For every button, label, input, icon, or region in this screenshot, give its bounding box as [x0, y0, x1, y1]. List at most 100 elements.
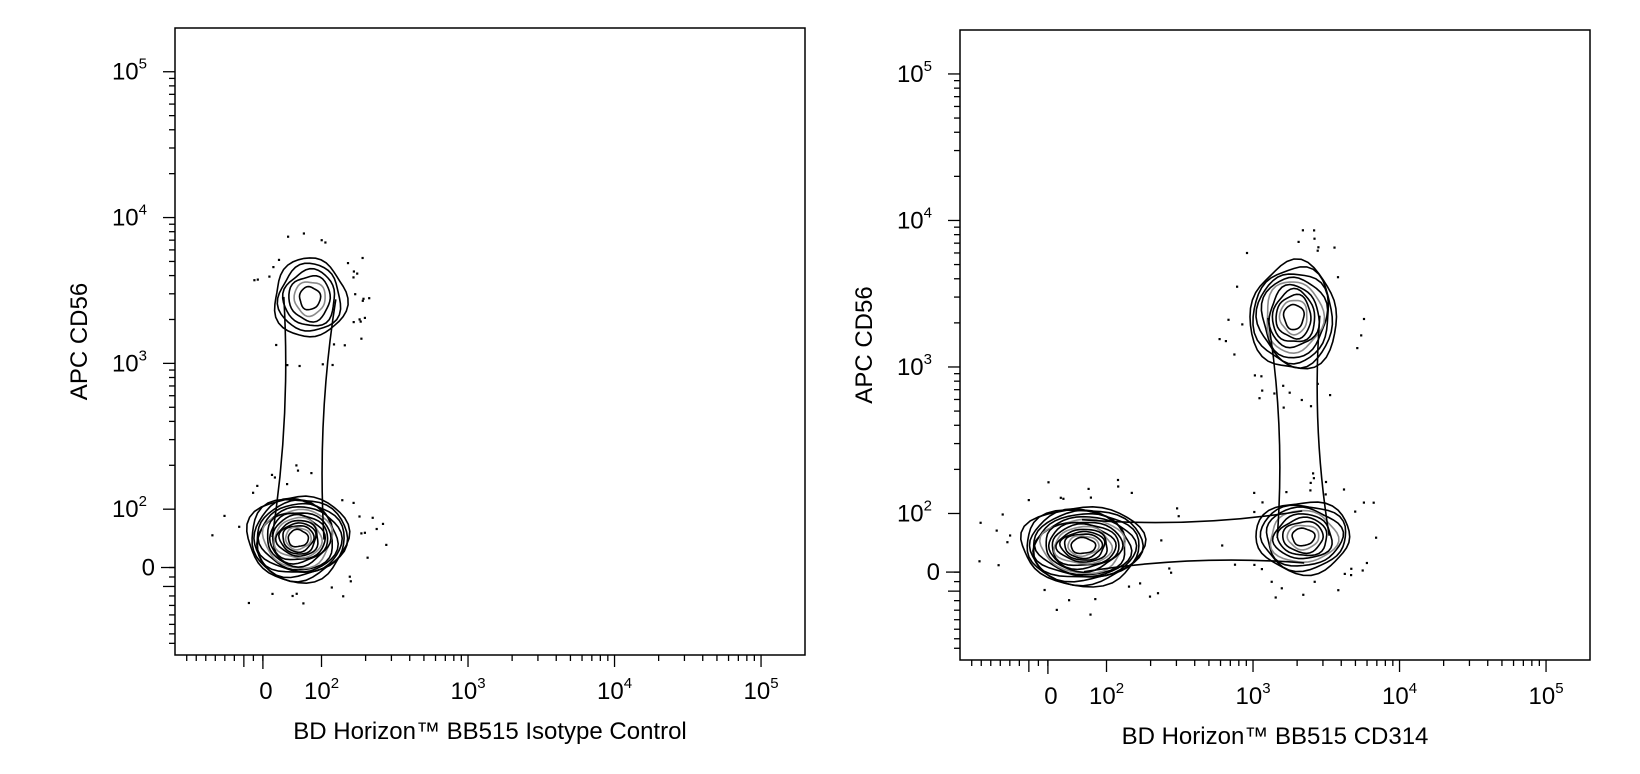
event-dot [1043, 588, 1046, 592]
event-dot [1221, 544, 1224, 547]
event-dot [1139, 582, 1142, 585]
contour-line [1282, 520, 1325, 555]
event-dot [997, 564, 1000, 567]
event-dot [272, 266, 275, 269]
event-dot [349, 580, 352, 583]
y-tick-label: 102 [897, 497, 932, 527]
event-dot [277, 258, 281, 261]
x-tick-label: 105 [1529, 680, 1564, 710]
event-dot [270, 473, 274, 476]
event-dot [348, 575, 351, 578]
event-dot [271, 592, 274, 595]
event-dot [375, 527, 378, 531]
contour-line [1252, 266, 1334, 370]
event-dot [1261, 501, 1264, 504]
event-dot [1350, 574, 1353, 577]
event-dot [1027, 499, 1030, 502]
event-dot [1001, 513, 1004, 516]
contour-line [1045, 521, 1124, 574]
contour-line [1266, 281, 1326, 355]
event-dot [371, 516, 374, 519]
event-dot [1227, 318, 1230, 321]
y-axis-label: APC CD56 [66, 283, 93, 400]
y-tick-label: 0 [927, 559, 940, 586]
y-tick-label: 102 [112, 493, 147, 523]
event-dot [356, 272, 359, 275]
event-dot [320, 239, 323, 242]
event-dot [1258, 397, 1261, 400]
event-dot [361, 299, 364, 302]
event-dot [1316, 249, 1319, 252]
plot-frame [959, 29, 1591, 661]
contour-line [1259, 504, 1347, 573]
event-dot [1156, 592, 1160, 595]
contour-bridge [1083, 559, 1305, 573]
x-tick-label: 103 [1235, 680, 1270, 710]
contour-line [1063, 533, 1104, 560]
event-dot [1116, 478, 1120, 482]
event-dot [360, 337, 363, 340]
event-dot [978, 560, 981, 563]
event-dot [1245, 251, 1249, 255]
contour-line [276, 262, 342, 332]
contour-line [273, 516, 324, 559]
contour-line [1269, 509, 1340, 564]
contour-line [1038, 518, 1127, 575]
contour-line [281, 267, 336, 327]
event-dot [295, 464, 298, 467]
event-dot [1309, 489, 1312, 492]
event-dot [1274, 596, 1277, 599]
event-dot [1282, 406, 1285, 409]
event-dot [1170, 571, 1173, 574]
event-dot [1313, 237, 1316, 240]
contour-line [1026, 509, 1145, 587]
event-dot [1160, 539, 1163, 542]
event-dot [1148, 595, 1152, 598]
contour-line [1286, 524, 1320, 551]
event-dot [1316, 382, 1319, 385]
contour-bridge [1267, 317, 1281, 539]
event-dot [1236, 285, 1239, 288]
contour-line [298, 285, 322, 311]
event-dot [332, 343, 336, 346]
event-dot [1313, 580, 1316, 583]
event-dot [291, 594, 294, 598]
event-dot [362, 297, 365, 300]
contour-plot-isotype-control: 0 102 103 104 105 0 102 103 104 105 BD Horizon™ … [66, 27, 806, 745]
contour-line [282, 524, 315, 554]
y-tick-label: 103 [897, 351, 932, 381]
event-dot [1356, 347, 1359, 350]
event-dot [1168, 567, 1171, 570]
event-dot [298, 364, 301, 368]
event-dot [1343, 572, 1346, 575]
event-dot [385, 543, 388, 546]
event-dot [1333, 246, 1336, 249]
y-tick-label: 0 [142, 555, 155, 582]
event-dot [342, 595, 345, 598]
contour-lines [1019, 258, 1351, 588]
event-dot [330, 586, 333, 589]
contour-line [277, 522, 317, 555]
event-dot [1087, 487, 1090, 490]
event-dot [211, 534, 214, 537]
x-tick-label: 103 [450, 675, 485, 705]
event-dot [1253, 563, 1256, 566]
event-dot [324, 241, 327, 244]
contour-line [1278, 299, 1308, 336]
x-tick-label: 102 [304, 675, 339, 705]
event-dot [1309, 405, 1313, 408]
event-dot [1362, 501, 1365, 504]
event-dot [1177, 515, 1180, 518]
event-dot [286, 364, 289, 367]
contour-lines [245, 257, 351, 585]
event-dot [1285, 491, 1288, 494]
event-dot [1324, 480, 1328, 484]
contour-line [284, 526, 313, 551]
event-dot [1055, 608, 1058, 611]
plot-frame [174, 27, 806, 656]
event-dot [1117, 485, 1120, 488]
event-dot [286, 483, 289, 486]
event-dot [331, 363, 334, 367]
event-dot [321, 363, 324, 366]
